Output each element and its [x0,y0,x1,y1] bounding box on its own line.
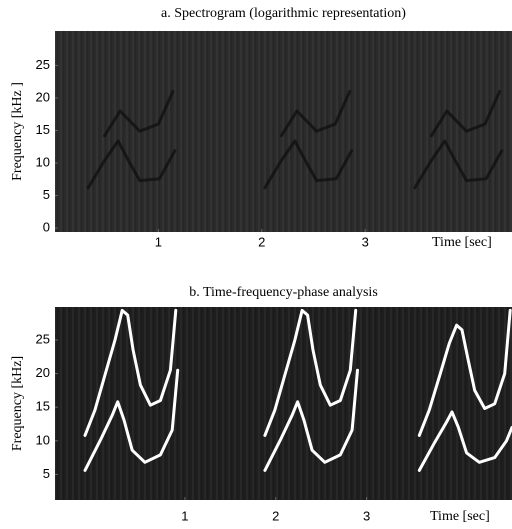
curve [263,368,359,472]
y-tick-label: 20 [36,365,50,380]
curve [417,410,512,472]
curve [279,90,352,138]
curve [86,139,177,190]
curve [263,308,358,437]
y-tick-label: 15 [36,122,50,137]
y-tick-label: 5 [43,187,50,202]
x-tick-label: 1 [181,508,188,523]
x-tick-label: 2 [258,234,265,249]
y-tick-label: 10 [36,154,50,169]
curve [83,368,180,472]
y-tick-label: 25 [36,57,50,72]
x-tick-label: 3 [362,234,369,249]
curve [103,90,175,138]
y-tick-label: 15 [36,399,50,414]
y-tick-label: 20 [36,89,50,104]
curve [83,308,178,437]
y-tick-label: 0 [43,220,50,235]
curve [417,308,512,437]
x-tick-label: 1 [155,234,162,249]
chart-title: b. Time-frequency-phase analysis [189,285,378,300]
y-tick-label: 5 [43,466,50,481]
curve [263,139,354,190]
y-axis-label: Frequency [kHz ] [10,82,25,181]
plot-texture [55,307,512,500]
chart-title: a. Spectrogram (logarithmic representati… [161,6,406,21]
y-tick-label: 10 [36,432,50,447]
curve [413,139,504,190]
x-axis-label: Time [sec] [430,509,490,524]
x-axis-label: Time [sec] [432,235,492,250]
x-tick-label: 2 [272,508,279,523]
x-tick-label: 3 [363,508,370,523]
curve [429,90,502,138]
y-axis-label: Frequency [kHz] [10,356,25,451]
y-tick-label: 25 [36,331,50,346]
